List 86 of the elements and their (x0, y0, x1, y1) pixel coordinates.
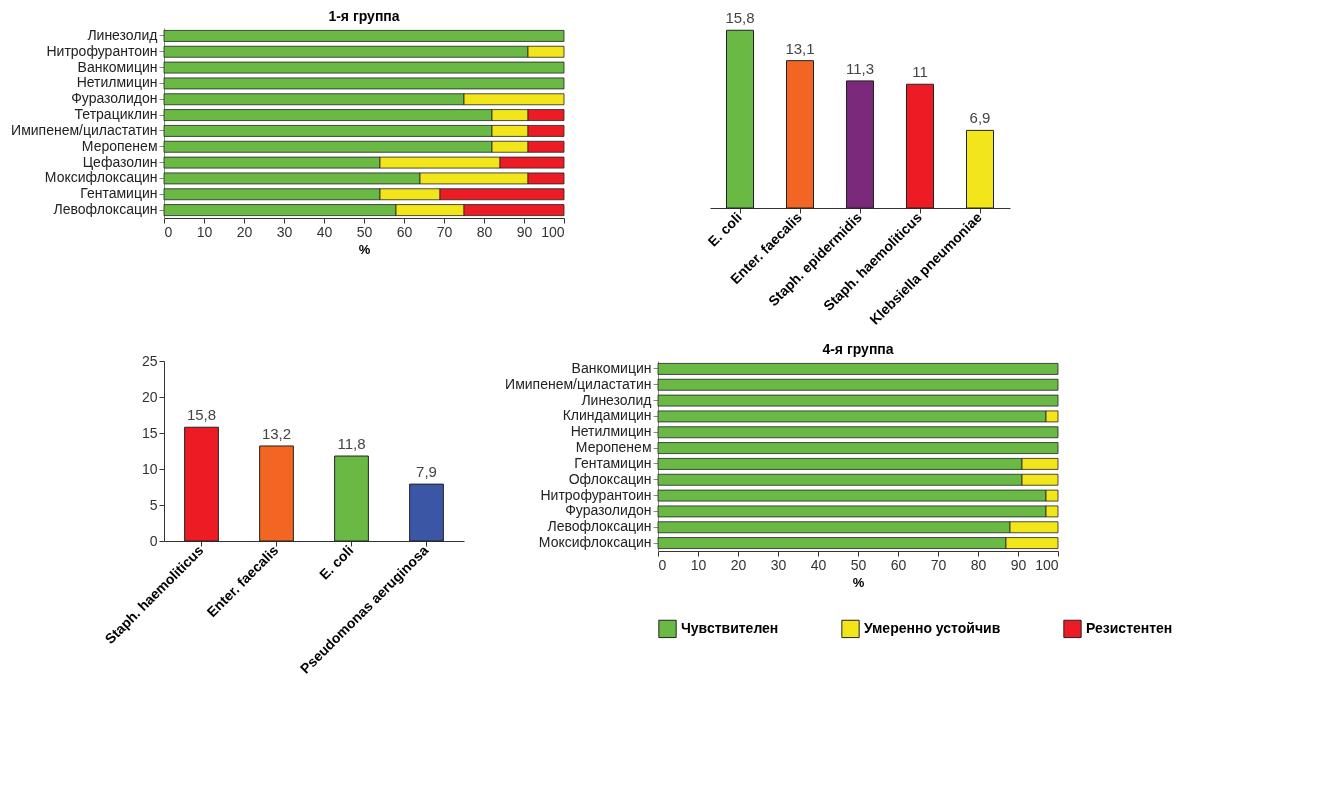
y-tick-label: Левофлоксацин (547, 518, 652, 535)
x-tick-label: 20 (730, 556, 747, 573)
bar (163, 61, 565, 74)
chart-title: 4-я группа (822, 341, 894, 357)
y-tick-label: Линезолид (87, 26, 158, 43)
y-tick-label: Имипенем/циластатин (11, 121, 158, 138)
data-label: 13,1 (785, 39, 815, 57)
data-label: 11,3 (845, 59, 875, 77)
x-tick-label: 60 (890, 556, 907, 573)
bar (657, 363, 1059, 375)
x-tick-label: 40 (316, 223, 333, 240)
bar (657, 426, 1059, 439)
bar (163, 77, 565, 90)
bar (163, 30, 565, 42)
x-axis-title: % (852, 574, 865, 590)
x-tick-label: 90 (516, 223, 533, 240)
bar (409, 483, 444, 542)
x-tick-label: 70 (930, 556, 947, 573)
x-tick-label: 40 (810, 556, 827, 573)
data-label: 11 (912, 63, 928, 81)
x-tick-label: E. coli (315, 542, 357, 583)
y-tick-label: Моксифлоксацин (538, 534, 652, 551)
y-tick-label: Моксифлоксацин (44, 169, 158, 186)
bar (966, 129, 994, 209)
x-tick-label: 30 (770, 556, 787, 573)
x-tick-label: 60 (396, 223, 413, 240)
y-tick-label: Клиндамицин (562, 407, 652, 424)
legend-label: Чувствителен (681, 619, 779, 636)
bar (334, 455, 369, 542)
x-tick-label: 80 (970, 556, 987, 573)
x-tick-label: 70 (436, 223, 453, 240)
y-tick-label: Гентамицин (574, 454, 652, 471)
x-tick-label: 10 (196, 223, 213, 240)
data-label: 6,9 (969, 109, 991, 127)
bar (726, 29, 754, 209)
y-tick-label: Гентамицин (80, 185, 158, 202)
bar (657, 442, 1059, 454)
y-tick-label: 5 (149, 496, 158, 513)
y-tick-label: 10 (141, 460, 158, 477)
chart-title: 1-я группа (328, 8, 400, 24)
y-tick-label: Имипенем/циластатин (505, 375, 652, 392)
y-tick-label: Меропенем (81, 137, 158, 154)
x-tick-label: 50 (356, 223, 373, 240)
y-tick-label: Ванкомицин (571, 359, 652, 376)
data-label: 15,8 (725, 9, 755, 27)
bar (657, 378, 1059, 391)
bar (786, 60, 814, 209)
data-label: 15,8 (186, 406, 217, 424)
x-tick-label: 50 (850, 556, 867, 573)
legend-label: Умеренно устойчив (864, 619, 1001, 636)
x-tick-label: 10 (690, 556, 707, 573)
y-tick-label: Ванкомицин (77, 58, 158, 75)
y-tick-label: 20 (141, 388, 158, 405)
x-tick-label: 0 (164, 223, 173, 240)
x-tick-label: E. coli (704, 209, 745, 250)
y-tick-label: 25 (141, 352, 158, 369)
bar (906, 83, 934, 209)
y-tick-label: Фуразолидон (71, 90, 158, 107)
y-tick-label: Цефазолин (82, 153, 158, 170)
legend-label: Резистентен (1086, 619, 1173, 636)
x-tick-label: 30 (276, 223, 293, 240)
y-tick-label: Фуразолидон (565, 502, 652, 519)
y-tick-label: Нетилмицин (76, 74, 158, 91)
x-axis-title: % (358, 241, 371, 257)
y-tick-label: Нитрофурантоин (540, 486, 652, 503)
x-tick-label: 0 (658, 556, 667, 573)
y-tick-label: Офлоксацин (568, 470, 652, 487)
bar (259, 445, 294, 542)
y-tick-label: Левофлоксацин (53, 201, 158, 218)
data-label: 7,9 (416, 463, 437, 481)
y-tick-label: Меропенем (575, 439, 652, 456)
y-tick-label: Нетилмицин (570, 423, 652, 440)
x-tick-label: 100 (1035, 556, 1059, 573)
y-tick-label: Тетрациклин (74, 106, 158, 123)
bar (846, 80, 874, 209)
y-tick-label: 15 (141, 424, 158, 441)
x-tick-label: 20 (236, 223, 253, 240)
bar (657, 394, 1059, 407)
y-tick-label: Нитрофурантоин (46, 42, 158, 59)
data-label: 11,8 (337, 435, 366, 453)
y-tick-label: Линезолид (581, 391, 652, 408)
bar (184, 426, 219, 542)
x-tick-label: 90 (1010, 556, 1027, 573)
data-label: 13,2 (261, 424, 292, 442)
x-tick-label: 80 (476, 223, 493, 240)
x-tick-label: 100 (541, 223, 565, 240)
